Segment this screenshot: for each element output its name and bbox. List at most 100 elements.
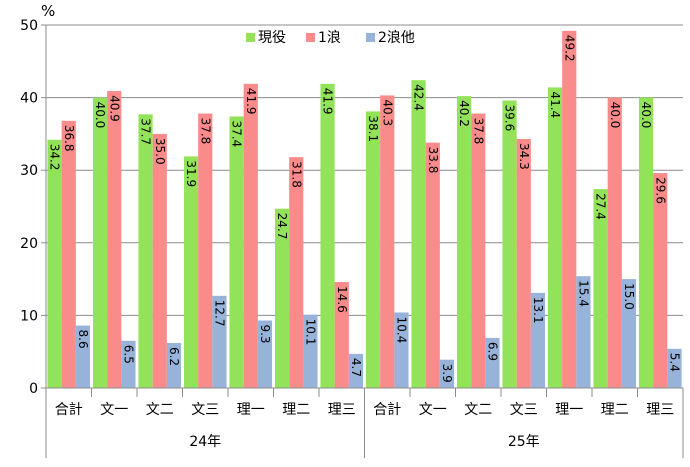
legend-label: 2浪他 bbox=[378, 30, 415, 46]
data-label: 41.9 bbox=[321, 88, 335, 115]
data-label: 37.8 bbox=[471, 118, 485, 145]
bar bbox=[138, 114, 153, 388]
bar bbox=[121, 340, 136, 388]
data-label: 15.4 bbox=[576, 280, 590, 307]
y-tick-label: 10 bbox=[20, 308, 38, 324]
x-group-label: 25年 bbox=[508, 434, 540, 450]
data-label: 40.2 bbox=[457, 100, 471, 127]
bar bbox=[380, 95, 395, 388]
bar bbox=[212, 295, 227, 388]
bar bbox=[530, 292, 546, 388]
data-label: 34.3 bbox=[517, 143, 531, 170]
data-label: 6.2 bbox=[167, 347, 181, 366]
data-label: 40.0 bbox=[608, 102, 622, 129]
data-label: 5.4 bbox=[667, 353, 681, 372]
legend-label: 現役 bbox=[258, 30, 286, 46]
bar bbox=[75, 325, 91, 388]
axes: 0 10 20 30 40 50 合計 文一 文二 文三 理一 理二 理三 合計 文一 文二 文三 理一 理二 理三 2… bbox=[20, 18, 684, 458]
bar bbox=[289, 157, 304, 388]
data-label: 13.1 bbox=[531, 297, 545, 324]
y-tick-label: 40 bbox=[20, 91, 38, 107]
data-label: 40.9 bbox=[107, 95, 121, 122]
data-label: 37.8 bbox=[198, 118, 212, 145]
x-group-label: 24年 bbox=[189, 434, 221, 450]
data-label: 12.7 bbox=[212, 300, 226, 327]
bar bbox=[152, 133, 167, 388]
x-category-label: 理二 bbox=[282, 402, 310, 418]
data-label: 27.4 bbox=[594, 193, 608, 220]
data-label: 39.6 bbox=[503, 105, 517, 132]
data-label: 34.2 bbox=[48, 144, 62, 171]
data-label: 42.4 bbox=[412, 84, 426, 111]
x-category-label: 理一 bbox=[555, 402, 583, 418]
bar bbox=[243, 83, 258, 388]
data-label: 33.8 bbox=[426, 147, 440, 174]
data-label: 40.3 bbox=[380, 99, 394, 126]
bar bbox=[92, 97, 108, 388]
legend: 現役 1浪 2浪他 bbox=[246, 30, 415, 46]
bar bbox=[502, 100, 517, 388]
x-category-label: 合計 bbox=[55, 402, 83, 418]
bar bbox=[653, 173, 668, 388]
x-category-label: 理一 bbox=[237, 402, 265, 418]
bar bbox=[394, 312, 409, 388]
bar bbox=[593, 189, 608, 388]
data-label: 10.4 bbox=[394, 316, 408, 343]
data-label: 35.0 bbox=[153, 138, 167, 165]
legend-swatch bbox=[246, 33, 255, 42]
legend-swatch bbox=[366, 33, 375, 42]
bar bbox=[274, 208, 290, 388]
bar bbox=[516, 138, 531, 388]
data-label: 14.6 bbox=[335, 286, 349, 313]
bar bbox=[320, 83, 335, 388]
data-label: 29.6 bbox=[653, 177, 667, 204]
bar bbox=[485, 337, 500, 388]
bar bbox=[425, 142, 440, 388]
data-label: 6.9 bbox=[485, 342, 499, 361]
y-tick-label: 20 bbox=[20, 236, 38, 252]
bar bbox=[667, 348, 682, 388]
bar bbox=[562, 30, 577, 388]
x-category-label: 理三 bbox=[328, 402, 356, 418]
data-label: 38.1 bbox=[366, 115, 380, 142]
bar bbox=[107, 91, 122, 388]
bar bbox=[303, 314, 318, 388]
bar bbox=[411, 80, 426, 389]
x-category-label: 文三 bbox=[191, 402, 219, 418]
bar bbox=[334, 282, 349, 388]
x-category-label: 文二 bbox=[146, 402, 174, 418]
y-unit-label: % bbox=[41, 2, 55, 20]
x-category-label: 文一 bbox=[100, 402, 128, 418]
bar bbox=[638, 97, 654, 388]
x-category-label: 理二 bbox=[601, 402, 629, 418]
y-tick-label: 30 bbox=[20, 163, 38, 179]
x-category-label: 文一 bbox=[419, 402, 447, 418]
data-label: 4.7 bbox=[349, 358, 363, 377]
bar bbox=[166, 342, 182, 388]
data-label: 9.3 bbox=[258, 324, 272, 343]
data-label: 15.0 bbox=[622, 283, 636, 310]
data-label: 37.7 bbox=[139, 118, 153, 145]
data-label: 49.2 bbox=[562, 35, 576, 62]
x-category-label: 文二 bbox=[464, 402, 492, 418]
data-label: 10.1 bbox=[303, 319, 317, 346]
bar bbox=[348, 353, 364, 388]
bar bbox=[198, 113, 213, 389]
data-label: 37.4 bbox=[230, 120, 244, 147]
bar bbox=[365, 111, 381, 389]
bar bbox=[439, 359, 455, 388]
bar bbox=[456, 96, 472, 388]
data-label: 31.8 bbox=[289, 161, 303, 188]
bar bbox=[547, 87, 563, 388]
x-category-label: 理三 bbox=[646, 402, 674, 418]
data-label: 40.0 bbox=[639, 102, 653, 129]
y-tick-label: 50 bbox=[20, 18, 38, 34]
bar bbox=[607, 97, 622, 388]
data-label: 3.9 bbox=[440, 364, 454, 383]
data-label: 24.7 bbox=[275, 213, 289, 240]
data-label: 6.5 bbox=[121, 345, 135, 364]
y-tick-label: 0 bbox=[29, 381, 38, 397]
bar bbox=[183, 156, 199, 388]
